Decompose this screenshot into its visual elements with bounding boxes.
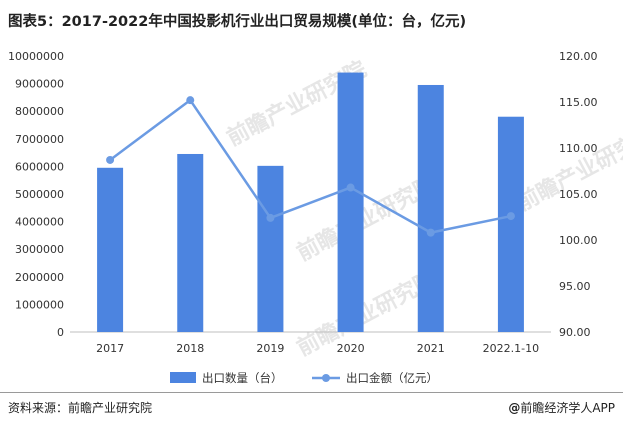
line-point: [186, 96, 195, 105]
line-point: [346, 183, 355, 192]
legend-label-bar: 出口数量（台）: [202, 371, 283, 385]
brand-credit: @前瞻经济学人APP: [508, 399, 615, 416]
chart: 前瞻产业研究院前瞻产业研究院前瞻产业研究院前瞻产业研究院010000002000…: [8, 50, 623, 385]
y-left-tick-label: 10000000: [8, 50, 64, 63]
x-tick-label: 2020: [337, 342, 365, 355]
y-right-tick-label: 120.00: [559, 50, 598, 63]
series-line: [109, 98, 512, 234]
y-left-tick-label: 1000000: [15, 298, 64, 311]
y-left-tick-label: 9000000: [15, 78, 64, 91]
brand-name: 前瞻经济学人APP: [520, 401, 615, 415]
y-left-tick-label: 5000000: [15, 188, 64, 201]
y-left-tick-label: 7000000: [15, 133, 64, 146]
bar: [97, 167, 124, 332]
bar: [497, 116, 524, 332]
y-right-tick-label: 110.00: [559, 142, 598, 155]
brand-mark-icon: @: [508, 401, 521, 415]
y-left-tick-label: 6000000: [15, 160, 64, 173]
bar: [257, 165, 284, 332]
y-right-tick-label: 115.00: [559, 96, 598, 109]
footer-divider: [0, 392, 623, 393]
line-point: [106, 155, 115, 164]
y-right-tick-label: 95.00: [559, 280, 591, 293]
line-point: [266, 213, 275, 222]
y-left-tick-label: 4000000: [15, 216, 64, 229]
x-tick-label: 2018: [176, 342, 204, 355]
source-note: 资料来源：前瞻产业研究院: [8, 401, 153, 415]
y-right-tick-label: 105.00: [559, 188, 598, 201]
x-tick-label: 2017: [96, 342, 124, 355]
bar: [177, 153, 204, 332]
legend-swatch-bar: [170, 372, 196, 383]
y-left-tick-label: 2000000: [15, 271, 64, 284]
x-tick-label: 2021: [417, 342, 445, 355]
y-right-tick-label: 90.00: [559, 326, 591, 339]
x-tick-label: 2022.1-10: [483, 342, 539, 355]
y-left-tick-label: 3000000: [15, 243, 64, 256]
bar: [417, 84, 444, 332]
watermark-text: 前瞻产业研究院: [513, 121, 623, 216]
bar: [337, 72, 364, 332]
chart-title: 图表5：2017-2022年中国投影机行业出口贸易规模(单位：台，亿元): [8, 14, 467, 30]
x-tick-label: 2019: [256, 342, 284, 355]
y-left-tick-label: 8000000: [15, 105, 64, 118]
y-left-tick-label: 0: [57, 326, 64, 339]
line-point: [506, 212, 515, 221]
legend-label-line: 出口金额（亿元）: [346, 371, 438, 385]
line-point: [426, 228, 435, 237]
legend-swatch-line-marker: [322, 374, 330, 382]
y-right-tick-label: 100.00: [559, 234, 598, 247]
